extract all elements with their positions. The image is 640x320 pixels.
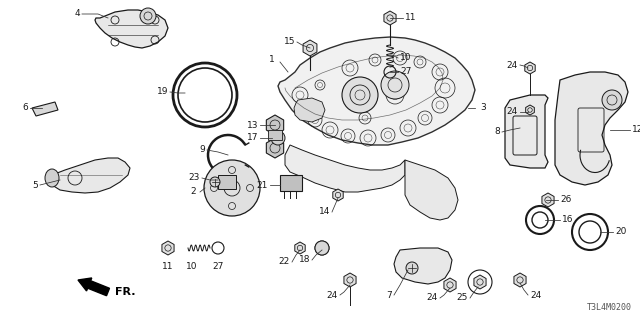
Text: 8: 8 [494, 127, 500, 137]
Polygon shape [474, 275, 486, 289]
Bar [268, 130, 282, 140]
Polygon shape [333, 189, 343, 201]
Text: 21: 21 [257, 180, 268, 189]
Text: 13: 13 [246, 121, 258, 130]
Polygon shape [32, 102, 58, 116]
Polygon shape [95, 10, 168, 48]
Polygon shape [405, 160, 458, 220]
Text: 25: 25 [456, 293, 468, 302]
Bar [280, 175, 302, 191]
Text: 16: 16 [562, 215, 573, 225]
Text: 9: 9 [199, 146, 205, 155]
Text: T3L4M0200: T3L4M0200 [587, 303, 632, 312]
Text: FR.: FR. [115, 287, 136, 297]
Text: 19: 19 [157, 87, 168, 97]
Polygon shape [525, 62, 535, 74]
Text: 15: 15 [284, 37, 295, 46]
Text: 1: 1 [269, 55, 275, 65]
Polygon shape [542, 193, 554, 207]
Circle shape [315, 241, 329, 255]
Circle shape [602, 90, 622, 110]
Text: 22: 22 [279, 258, 290, 267]
Text: 20: 20 [615, 228, 627, 236]
Text: 24: 24 [327, 291, 338, 300]
Text: 12: 12 [632, 125, 640, 134]
Circle shape [210, 177, 220, 187]
Text: 17: 17 [246, 133, 258, 142]
Text: 5: 5 [32, 180, 38, 189]
Text: 26: 26 [560, 196, 572, 204]
Text: 27: 27 [400, 68, 412, 76]
Polygon shape [444, 278, 456, 292]
Text: 11: 11 [163, 262, 173, 271]
Polygon shape [48, 158, 130, 193]
Bar [218, 175, 236, 189]
Text: 10: 10 [400, 53, 412, 62]
Text: 11: 11 [405, 13, 417, 22]
Polygon shape [384, 11, 396, 25]
Text: 27: 27 [212, 262, 224, 271]
Polygon shape [162, 241, 174, 255]
Circle shape [204, 160, 260, 216]
Text: 24: 24 [507, 60, 518, 69]
Text: 23: 23 [189, 173, 200, 182]
Ellipse shape [45, 169, 59, 187]
Text: 10: 10 [186, 262, 198, 271]
Text: 14: 14 [319, 207, 330, 217]
Text: 3: 3 [480, 103, 486, 113]
Text: 24: 24 [507, 108, 518, 116]
Text: 24: 24 [427, 293, 438, 302]
Polygon shape [514, 273, 526, 287]
Polygon shape [285, 145, 405, 192]
Text: 6: 6 [22, 103, 28, 113]
Polygon shape [266, 115, 284, 135]
Text: 24: 24 [530, 291, 541, 300]
Circle shape [381, 71, 409, 99]
Polygon shape [344, 273, 356, 287]
Polygon shape [505, 95, 548, 168]
Polygon shape [555, 72, 628, 185]
FancyArrow shape [78, 278, 109, 296]
Polygon shape [294, 98, 325, 122]
Text: 18: 18 [298, 255, 310, 265]
Polygon shape [278, 37, 475, 145]
Polygon shape [525, 105, 534, 115]
Circle shape [342, 77, 378, 113]
Polygon shape [394, 248, 452, 284]
Polygon shape [266, 138, 284, 158]
Polygon shape [303, 40, 317, 56]
Text: 2: 2 [190, 188, 196, 196]
Text: 7: 7 [387, 291, 392, 300]
Text: 4: 4 [74, 10, 80, 19]
Circle shape [271, 131, 285, 145]
Circle shape [406, 262, 418, 274]
Polygon shape [295, 242, 305, 254]
Circle shape [140, 8, 156, 24]
